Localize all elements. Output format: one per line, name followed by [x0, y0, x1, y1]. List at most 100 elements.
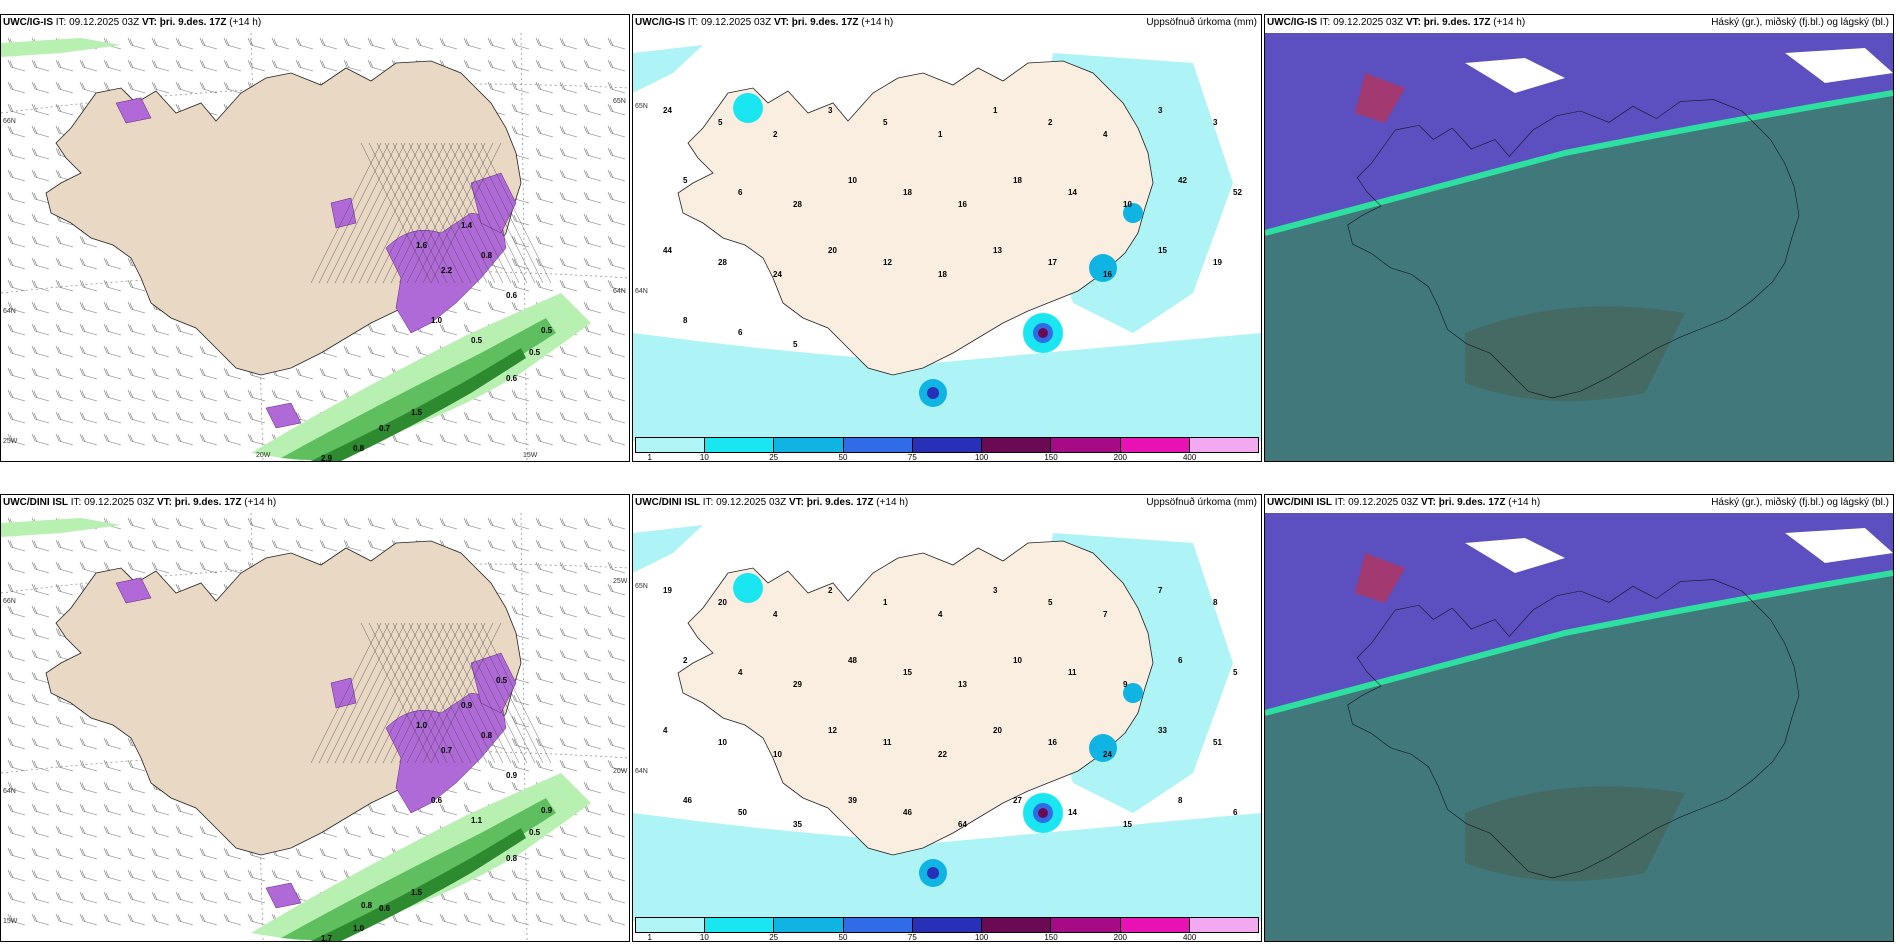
value-label: 0.7 — [379, 424, 391, 433]
legend-tick: 50 — [838, 933, 848, 942]
rain-area — [1, 38, 591, 461]
wind-barbs — [7, 517, 626, 926]
value-label: 29 — [793, 680, 802, 689]
axis-label: 65N — [635, 103, 648, 110]
axis-labels: 66N 64N 25W 20W 15W — [3, 578, 628, 925]
value-label: 1.0 — [431, 316, 443, 325]
legend-tick: 75 — [907, 453, 917, 462]
legend-tick: 25 — [769, 933, 779, 942]
value-label: 33 — [1158, 726, 1167, 735]
value-labels: 0.5 1.5 0.6 0.5 0.7 0.8 2.9 1.4 2.2 1.0 0.6 0.5 1.6 0… — [321, 221, 553, 461]
value-label: 16 — [1103, 270, 1112, 279]
value-label: 6 — [1233, 808, 1238, 817]
legend-swatch — [1120, 918, 1190, 932]
panel-ig-accum-precip: UWC/IG-IS IT: 09.12.2025 03Z VT: þri. 9.… — [632, 14, 1262, 462]
value-label: 6 — [738, 188, 743, 197]
value-label: 19 — [1213, 258, 1222, 267]
value-label: 39 — [848, 796, 857, 805]
value-label: 27 — [1013, 796, 1022, 805]
value-label: 0.5 — [529, 828, 541, 837]
legend-swatch — [636, 918, 706, 932]
legend-tick: 10 — [699, 453, 709, 462]
value-label: 4 — [738, 668, 743, 677]
legend-ticks: 1 10 25 50 75 100 150 200 400 — [635, 933, 1259, 942]
value-label: 11 — [1068, 668, 1077, 677]
value-label: 2 — [773, 130, 778, 139]
value-label: 4 — [938, 610, 943, 619]
axis-labels: 65N 64N — [635, 103, 648, 295]
legend-swatches — [635, 437, 1259, 453]
legend-swatch — [1189, 438, 1258, 452]
value-label: 0.9 — [506, 771, 518, 780]
value-label: 8 — [1178, 796, 1183, 805]
value-label: 1 — [993, 106, 998, 115]
value-label: 15 — [903, 668, 912, 677]
axis-label: 65N — [613, 98, 626, 105]
legend-swatch — [636, 438, 706, 452]
value-label: 3 — [993, 586, 998, 595]
value-label: 18 — [903, 188, 912, 197]
value-label: 46 — [903, 808, 912, 817]
legend-swatches — [635, 917, 1259, 933]
value-label: 18 — [938, 270, 947, 279]
axis-labels: 65N 64N — [635, 583, 648, 775]
map: 0.5 1.5 0.6 0.5 0.7 0.8 2.9 1.4 2.2 1.0 0.6 0.5 1.6 0… — [1, 33, 629, 461]
panel-ig-clouds: UWC/IG-IS IT: 09.12.2025 03Z VT: þri. 9.… — [1264, 14, 1894, 462]
value-label: 24 — [773, 270, 782, 279]
value-label: 1.5 — [411, 408, 423, 417]
legend-swatch — [982, 918, 1052, 932]
value-label: 12 — [883, 258, 892, 267]
value-label: 7 — [1158, 586, 1163, 595]
value-label: 0.5 — [541, 326, 553, 335]
value-label: 1 — [883, 598, 888, 607]
legend-tick: 100 — [974, 933, 989, 942]
value-label: 5 — [883, 118, 888, 127]
value-label: 3 — [1213, 118, 1218, 127]
axis-label: 64N — [613, 288, 626, 295]
value-label: 2.9 — [321, 454, 333, 461]
value-label: 2 — [683, 656, 688, 665]
value-label: 4 — [663, 726, 668, 735]
map: 1920421435778242948151310119654101012112… — [633, 513, 1261, 941]
value-label: 10 — [773, 750, 782, 759]
legend-tick: 400 — [1182, 453, 1197, 462]
value-label: 64 — [958, 820, 967, 829]
precip-legend: 1 10 25 50 75 100 150 200 400 — [635, 917, 1259, 942]
legend-swatch — [843, 918, 913, 932]
legend-tick: 200 — [1113, 453, 1128, 462]
cloud-layers — [1265, 33, 1893, 461]
axis-label: 20W — [256, 452, 271, 459]
precip-legend: 1 10 25 50 75 100 150 200 400 — [635, 437, 1259, 462]
value-label: 14 — [1068, 808, 1077, 817]
value-label: 1 — [938, 130, 943, 139]
cloud-layers — [1265, 513, 1893, 941]
axis-label: 64N — [635, 288, 648, 295]
legend-swatch — [1051, 438, 1121, 452]
value-label: 13 — [958, 680, 967, 689]
legend-swatch — [1120, 438, 1190, 452]
value-label: 10 — [848, 176, 857, 185]
value-label: 8 — [1213, 598, 1218, 607]
axis-label: 15W — [3, 918, 18, 925]
value-labels: 2452351124335628101816181410425244282420… — [663, 106, 1242, 349]
mixed-precip-hatch — [310, 142, 552, 284]
value-label: 7 — [1103, 610, 1108, 619]
value-label: 44 — [663, 246, 672, 255]
legend-tick: 150 — [1044, 453, 1058, 462]
value-label: 20 — [993, 726, 1002, 735]
axis-labels: 66N 64N 65N 64N 25W 20W 15W — [3, 98, 626, 459]
legend-swatch — [705, 438, 775, 452]
value-label: 1.4 — [461, 221, 473, 230]
legend-tick: 150 — [1044, 933, 1058, 942]
map — [1265, 513, 1893, 941]
map: 2452351124335628101816181410425244282420… — [633, 33, 1261, 461]
value-label: 18 — [1013, 176, 1022, 185]
value-label: 1.1 — [471, 816, 483, 825]
iceland-coastline — [1347, 579, 1800, 879]
value-label: 11 — [883, 738, 892, 747]
value-label: 20 — [828, 246, 837, 255]
value-label: 0.6 — [506, 374, 518, 383]
axis-label: 65N — [635, 583, 648, 590]
value-label: 1.0 — [353, 924, 365, 933]
value-label: 10 — [1123, 200, 1132, 209]
